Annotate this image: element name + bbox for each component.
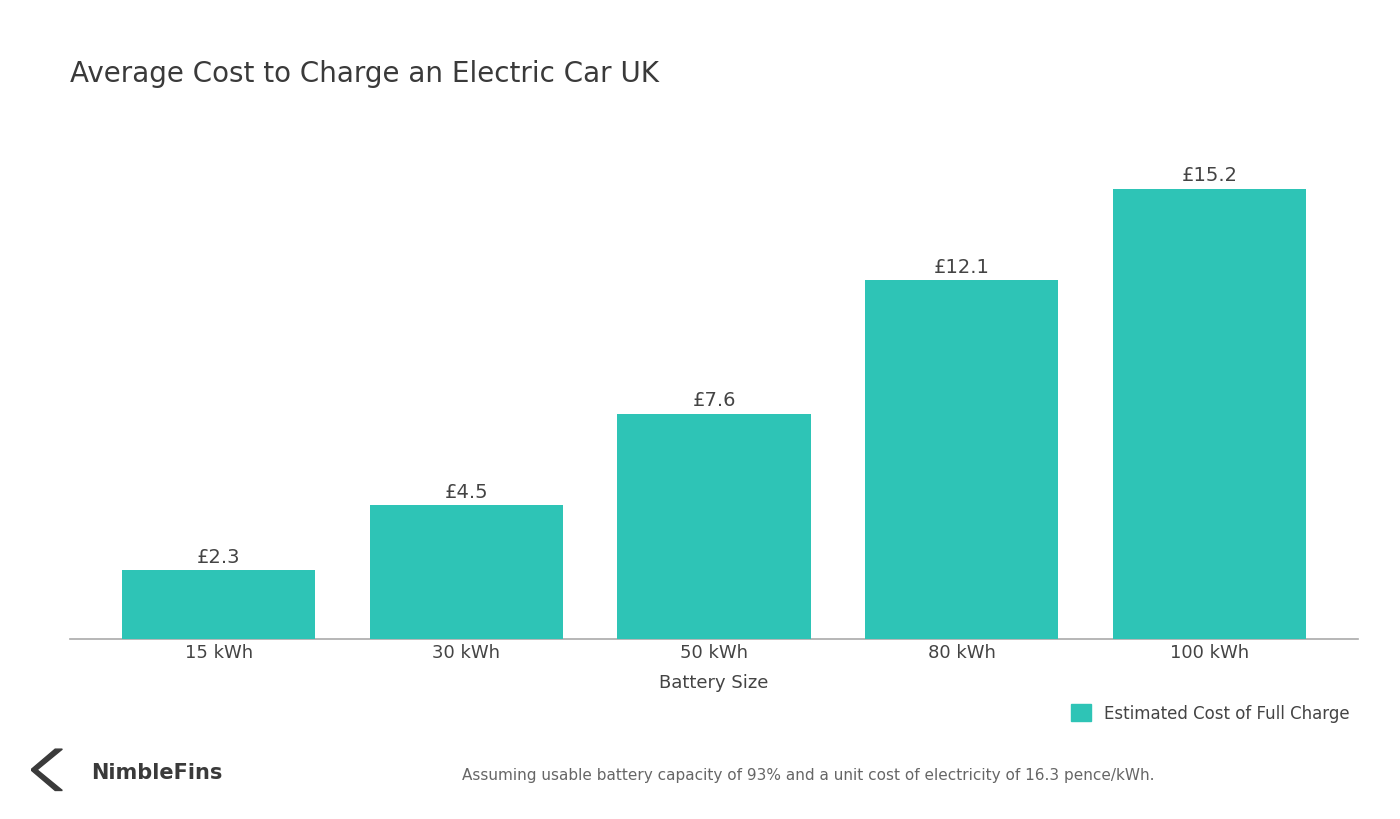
- Legend: Estimated Cost of Full Charge: Estimated Cost of Full Charge: [1064, 697, 1357, 729]
- Bar: [122, 571, 315, 639]
- Text: £2.3: £2.3: [197, 547, 241, 567]
- Bar: [617, 414, 811, 639]
- Text: Assuming usable battery capacity of 93% and a unit cost of electricity of 16.3 p: Assuming usable battery capacity of 93% …: [462, 767, 1155, 782]
- Text: £7.6: £7.6: [692, 391, 736, 410]
- Text: £12.1: £12.1: [934, 257, 990, 277]
- Bar: [1113, 189, 1306, 639]
- Text: £4.5: £4.5: [444, 482, 489, 501]
- Bar: [865, 281, 1058, 639]
- Text: Average Cost to Charge an Electric Car UK: Average Cost to Charge an Electric Car U…: [70, 60, 659, 88]
- Bar: [370, 506, 563, 639]
- Text: £15.2: £15.2: [1182, 166, 1238, 185]
- X-axis label: Battery Size: Battery Size: [659, 672, 769, 690]
- Polygon shape: [31, 749, 62, 790]
- Text: NimbleFins: NimbleFins: [91, 762, 223, 782]
